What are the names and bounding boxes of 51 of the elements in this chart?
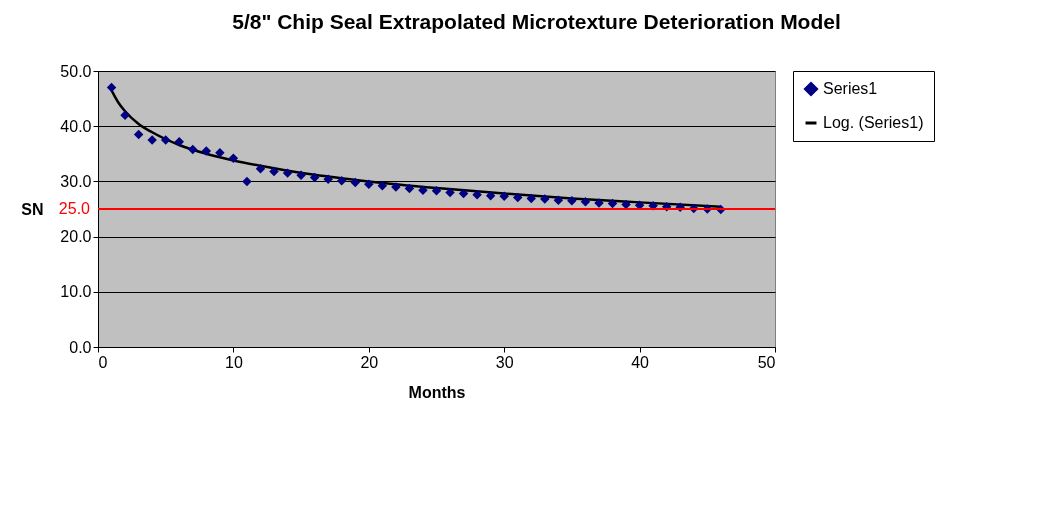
ref-line-label: 25.0: [58, 200, 91, 217]
legend-label: Log. (Series1): [823, 114, 924, 131]
point: [526, 193, 537, 204]
point: [364, 179, 374, 189]
point: [567, 195, 577, 206]
x-axis-title: Months: [408, 383, 466, 401]
x-tick-label: 40: [631, 353, 650, 371]
point: [418, 185, 428, 195]
point: [485, 191, 496, 201]
point: [350, 177, 360, 188]
y-tick-label: 40.0: [60, 117, 92, 135]
x-tick-label: 30: [495, 353, 514, 371]
legend-label: Series1: [823, 80, 878, 97]
point: [282, 168, 293, 178]
y-tick-label: 10.0: [60, 283, 92, 301]
y-tick-label: 0.0: [69, 338, 92, 356]
point: [242, 176, 252, 187]
x-tick-label: 0: [98, 353, 108, 371]
point: [499, 191, 509, 202]
point: [174, 136, 184, 147]
point: [309, 172, 320, 183]
point: [133, 129, 144, 140]
point: [431, 186, 442, 196]
point: [106, 82, 117, 93]
point: [445, 187, 455, 198]
point: [296, 170, 306, 181]
y-tick-label: 50.0: [60, 62, 92, 80]
point: [580, 197, 591, 207]
x-tick-label: 20: [360, 353, 379, 371]
point: [513, 192, 523, 203]
chart-title: 5/8" Chip Seal Extrapolated Microtexture Deterioration Model: [232, 10, 841, 33]
point: [160, 135, 171, 145]
point: [255, 163, 266, 174]
y-tick-label: 30.0: [60, 172, 92, 190]
y-tick-label: 20.0: [60, 228, 92, 246]
point: [188, 144, 198, 155]
y-axis-title: SN: [21, 200, 44, 218]
point: [404, 183, 415, 194]
point: [201, 146, 212, 156]
x-tick-label: 50: [757, 353, 776, 371]
point: [607, 198, 618, 209]
point: [336, 176, 347, 186]
point: [215, 147, 225, 158]
point: [323, 174, 333, 184]
x-tick-label: 10: [225, 353, 243, 371]
point: [458, 188, 469, 199]
point: [228, 153, 239, 163]
point: [553, 195, 564, 205]
point: [472, 189, 482, 200]
point: [377, 181, 388, 191]
point: [269, 166, 279, 177]
